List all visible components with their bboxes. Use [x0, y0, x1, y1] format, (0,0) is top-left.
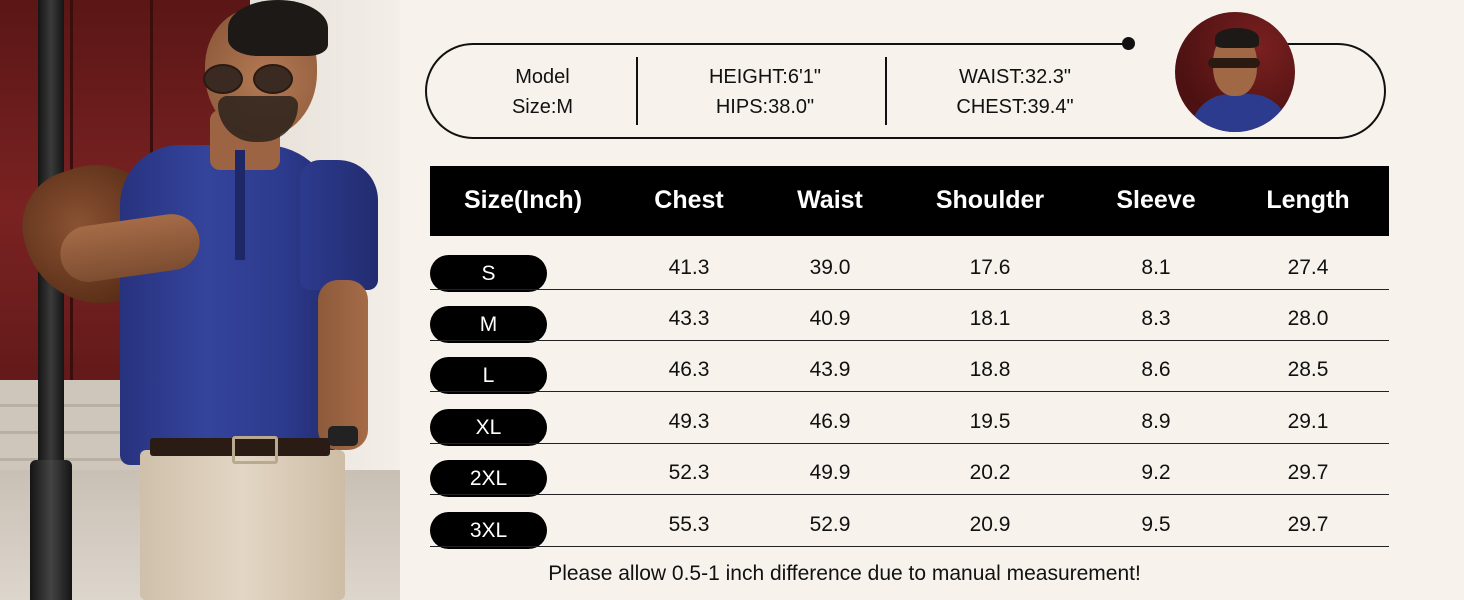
waist-cell: 43.9: [809, 358, 851, 381]
chest-cell: 43.3: [668, 307, 710, 330]
shirt-sleeve: [300, 160, 378, 290]
row-divider: [430, 546, 1389, 547]
chest-cell: 49.3: [668, 410, 710, 433]
waist-cell: 49.9: [809, 461, 851, 484]
length-cell: 29.7: [1287, 461, 1329, 484]
chino-pants: [140, 450, 345, 600]
table-row: L 46.3 43.9 18.8 8.6 28.5: [430, 341, 1389, 394]
sunglasses: [203, 64, 295, 94]
waist-cell: 52.9: [809, 513, 851, 536]
row-divider: [430, 494, 1389, 495]
model-size: Size:M: [511, 96, 574, 118]
sleeve-cell: 9.5: [1141, 513, 1171, 536]
length-cell: 28.5: [1287, 358, 1329, 381]
henley-shirt: [120, 145, 335, 465]
chest-cell: 52.3: [668, 461, 710, 484]
table-row: 2XL 52.3 49.9 20.2 9.2 29.7: [430, 444, 1389, 497]
shoulder-cell: 18.8: [969, 358, 1011, 381]
info-divider: [636, 57, 638, 125]
size-badge: 3XL: [430, 512, 547, 549]
sleeve-cell: 8.3: [1141, 307, 1171, 330]
shoulder-cell: 17.6: [969, 256, 1011, 279]
table-row: S 41.3 39.0 17.6 8.1 27.4: [430, 239, 1389, 292]
model-arm: [318, 280, 368, 450]
shirt-placket: [235, 150, 245, 260]
wristwatch: [328, 426, 358, 446]
sleeve-cell: 8.6: [1141, 358, 1171, 381]
belt: [150, 438, 330, 456]
shoulder-cell: 20.9: [969, 513, 1011, 536]
header-waist: Waist: [797, 186, 863, 214]
row-divider: [430, 289, 1389, 290]
waist-cell: 46.9: [809, 410, 851, 433]
sleeve-cell: 9.2: [1141, 461, 1171, 484]
size-table-header: Size(Inch) Chest Waist Shoulder Sleeve L…: [430, 166, 1389, 236]
connector-dot: [1122, 37, 1135, 50]
model-hips: HIPS:38.0": [715, 96, 815, 118]
waist-cell: 39.0: [809, 256, 851, 279]
table-row: XL 49.3 46.9 19.5 8.9 29.1: [430, 393, 1389, 446]
size-badge: 2XL: [430, 460, 547, 497]
length-cell: 28.0: [1287, 307, 1329, 330]
chest-cell: 55.3: [668, 513, 710, 536]
model-label: Model: [515, 66, 570, 88]
header-length: Length: [1266, 186, 1350, 214]
waist-cell: 40.9: [809, 307, 851, 330]
shoulder-cell: 20.2: [969, 461, 1011, 484]
info-divider: [885, 57, 887, 125]
model-chest: CHEST:39.4": [956, 96, 1074, 118]
row-divider: [430, 443, 1389, 444]
shoulder-cell: 18.1: [969, 307, 1011, 330]
sleeve-cell: 8.9: [1141, 410, 1171, 433]
header-shoulder: Shoulder: [935, 186, 1045, 214]
size-badge: XL: [430, 409, 547, 446]
chest-cell: 46.3: [668, 358, 710, 381]
length-cell: 29.7: [1287, 513, 1329, 536]
table-row: 3XL 55.3 52.9 20.9 9.5 29.7: [430, 496, 1389, 549]
shoulder-cell: 19.5: [969, 410, 1011, 433]
lamp-pole-base: [30, 460, 72, 600]
header-chest: Chest: [654, 186, 724, 214]
size-badge: M: [430, 306, 547, 343]
size-badge: S: [430, 255, 547, 292]
model-photo: [0, 0, 400, 600]
model-waist-chest: WAIST:32.3" CHEST:39.4": [935, 62, 1095, 122]
model-avatar: [1175, 12, 1295, 132]
model-hair: [228, 0, 328, 56]
model-height: HEIGHT:6'1": [708, 66, 822, 88]
length-cell: 27.4: [1287, 256, 1329, 279]
row-divider: [430, 391, 1389, 392]
measurement-note: Please allow 0.5-1 inch difference due t…: [548, 562, 1141, 585]
model-info-pill: [425, 43, 1386, 139]
size-badge: L: [430, 357, 547, 394]
model-waist: WAIST:32.3": [959, 66, 1071, 88]
model-figure: [0, 0, 400, 600]
row-divider: [430, 340, 1389, 341]
model-height-hips: HEIGHT:6'1" HIPS:38.0": [680, 62, 850, 122]
chest-cell: 41.3: [668, 256, 710, 279]
sleeve-cell: 8.1: [1141, 256, 1171, 279]
header-sleeve: Sleeve: [1116, 186, 1196, 214]
table-row: M 43.3 40.9 18.1 8.3 28.0: [430, 290, 1389, 343]
header-size: Size(Inch): [463, 186, 583, 214]
length-cell: 29.1: [1287, 410, 1329, 433]
model-size-info: Model Size:M: [490, 62, 595, 122]
belt-buckle: [232, 436, 278, 464]
